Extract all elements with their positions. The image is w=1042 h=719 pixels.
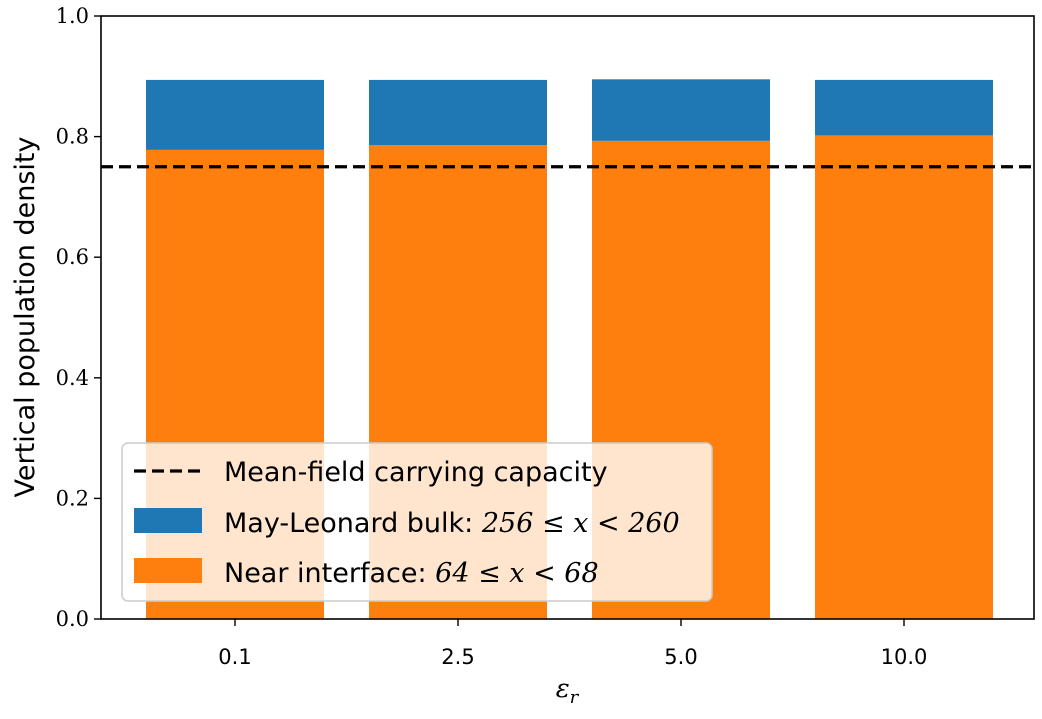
- x-tick-label: 0.1: [218, 645, 251, 669]
- x-tick-label: 2.5: [441, 645, 474, 669]
- legend-label-carrying-capacity: Mean-field carrying capacity: [224, 457, 608, 488]
- axes-layer: 0.0 0.2 0.4 0.6 0.8 1.0 0.1 2.5 5.0 10.0: [56, 4, 1035, 669]
- y-tick-label: 0.2: [56, 486, 89, 510]
- bar-bulk-2.5: [369, 79, 547, 146]
- legend-label-near-math: 64 ≤ x < 68: [435, 558, 599, 589]
- bar-bulk-5.0: [592, 79, 770, 141]
- legend-label-near-prefix: Near interface:: [224, 558, 435, 589]
- bar-bulk-0.1: [146, 79, 324, 150]
- legend-label-bulk-prefix: May-Leonard bulk:: [224, 508, 482, 539]
- plot-frame: [100, 15, 1035, 620]
- legend: Mean-field carrying capacity May-Leonard…: [121, 442, 713, 602]
- y-tick-label: 1.0: [56, 4, 89, 28]
- y-tick-label: 0.8: [56, 125, 89, 149]
- bar-near-interface-10.0: [815, 135, 993, 620]
- legend-swatch-bulk: [134, 508, 202, 533]
- legend-box: [121, 442, 713, 602]
- legend-swatch-near: [134, 558, 202, 583]
- legend-label-bulk-math: 256 ≤ x < 260: [481, 508, 680, 539]
- x-tick-label: 10.0: [881, 645, 928, 669]
- legend-label-near: Near interface: 64 ≤ x < 68: [224, 558, 599, 589]
- y-tick-label: 0.4: [56, 366, 89, 390]
- y-tick-label: 0.6: [56, 245, 89, 269]
- y-tick-label: 0.0: [56, 607, 89, 631]
- x-axis-title: εr: [556, 674, 580, 708]
- y-axis-title: Vertical population density: [10, 137, 41, 498]
- bar-bulk-10.0: [815, 79, 993, 136]
- legend-label-bulk: May-Leonard bulk: 256 ≤ x < 260: [224, 508, 680, 539]
- x-tick-label: 5.0: [664, 645, 697, 669]
